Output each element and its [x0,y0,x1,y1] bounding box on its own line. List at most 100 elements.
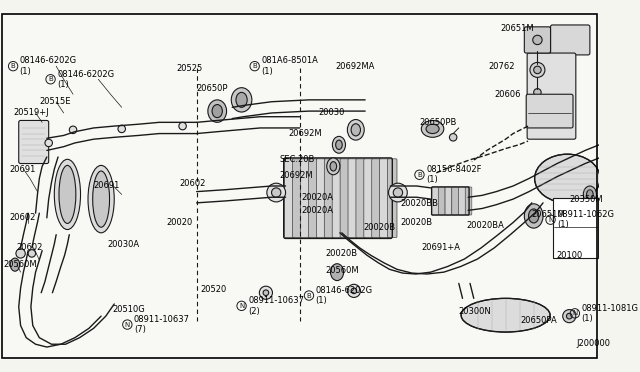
Text: 20651M: 20651M [532,209,566,219]
Text: N: N [125,321,130,328]
Text: 08911-10637
(2): 08911-10637 (2) [248,296,304,315]
Text: 20515E: 20515E [39,97,71,106]
Circle shape [449,134,457,141]
Ellipse shape [524,204,543,228]
Text: 08146-6202G
(1): 08146-6202G (1) [20,57,77,76]
Ellipse shape [59,166,76,224]
Text: 08911-1081G
(1): 08911-1081G (1) [582,304,639,323]
FancyBboxPatch shape [372,159,381,237]
Text: 20519+J: 20519+J [13,109,49,118]
FancyBboxPatch shape [459,187,465,215]
Text: 20650PA: 20650PA [520,316,557,326]
Text: 08911-1062G
(1): 08911-1062G (1) [557,210,614,230]
Text: 20692M: 20692M [289,129,322,138]
Ellipse shape [348,119,364,140]
Ellipse shape [587,190,593,199]
FancyBboxPatch shape [438,187,445,215]
FancyBboxPatch shape [364,159,373,237]
FancyBboxPatch shape [431,187,438,215]
Circle shape [563,310,576,323]
FancyBboxPatch shape [356,159,365,237]
Text: 20602: 20602 [10,213,36,222]
Circle shape [556,61,561,66]
Text: 20560M: 20560M [4,260,37,269]
Circle shape [534,89,541,96]
Ellipse shape [231,88,252,112]
Ellipse shape [330,162,337,171]
Circle shape [69,126,77,134]
Circle shape [28,250,36,257]
Text: 20691+A: 20691+A [421,243,460,252]
Text: 20602: 20602 [17,243,44,252]
FancyBboxPatch shape [465,187,472,215]
Text: 20606: 20606 [494,90,521,99]
Text: B: B [417,172,422,178]
FancyBboxPatch shape [308,159,318,237]
FancyBboxPatch shape [19,121,49,164]
FancyBboxPatch shape [445,187,452,215]
Circle shape [393,188,403,197]
FancyBboxPatch shape [348,159,357,237]
Ellipse shape [93,171,109,227]
Ellipse shape [534,154,600,203]
Ellipse shape [529,209,539,223]
FancyBboxPatch shape [380,159,389,237]
Ellipse shape [332,137,346,153]
Text: N: N [572,310,577,316]
Text: 08911-10637
(7): 08911-10637 (7) [134,315,190,334]
Ellipse shape [335,140,342,150]
Ellipse shape [208,100,227,122]
Circle shape [179,122,186,130]
FancyBboxPatch shape [527,53,576,139]
Text: 08146-6202G
(1): 08146-6202G (1) [57,70,114,89]
Text: 20350M: 20350M [569,195,603,203]
Circle shape [534,66,541,74]
Ellipse shape [212,105,222,118]
Text: 20030: 20030 [318,109,345,118]
Circle shape [566,313,572,319]
Text: B: B [48,76,53,82]
Ellipse shape [236,92,247,108]
Text: 20020B: 20020B [326,249,358,258]
Text: SEC.20B: SEC.20B [279,155,314,164]
Ellipse shape [351,124,360,136]
Circle shape [118,125,125,133]
Text: B: B [252,63,257,69]
Circle shape [530,62,545,77]
Text: 20651M: 20651M [500,24,534,33]
FancyBboxPatch shape [526,94,573,128]
Text: B: B [307,292,311,299]
FancyBboxPatch shape [292,159,302,237]
Ellipse shape [10,258,20,271]
Ellipse shape [330,264,344,280]
Text: 20020BB: 20020BB [401,199,439,208]
Ellipse shape [54,159,81,230]
Text: N: N [548,217,553,223]
FancyBboxPatch shape [554,198,598,258]
Text: 20020BA: 20020BA [467,221,504,230]
Text: 20510G: 20510G [113,305,145,314]
Circle shape [45,139,52,147]
Text: 20692MA: 20692MA [335,62,374,71]
Ellipse shape [426,124,439,134]
Circle shape [351,288,356,294]
Circle shape [263,290,269,295]
Ellipse shape [583,186,596,203]
Ellipse shape [88,166,114,233]
FancyBboxPatch shape [300,159,310,237]
FancyBboxPatch shape [285,159,294,237]
Text: B: B [11,63,15,69]
Circle shape [532,35,542,45]
Circle shape [267,183,285,202]
FancyBboxPatch shape [524,27,550,53]
Text: 20692M: 20692M [279,171,313,180]
Text: 20020A: 20020A [301,193,333,202]
Text: 20525: 20525 [176,64,202,73]
Text: 20020B: 20020B [364,223,396,232]
FancyBboxPatch shape [316,159,326,237]
Text: 20100: 20100 [556,251,582,260]
Text: 20762: 20762 [489,62,515,71]
Text: J200000: J200000 [577,339,611,348]
Circle shape [259,286,273,299]
Text: 08146-6202G
(1): 08146-6202G (1) [316,286,372,305]
